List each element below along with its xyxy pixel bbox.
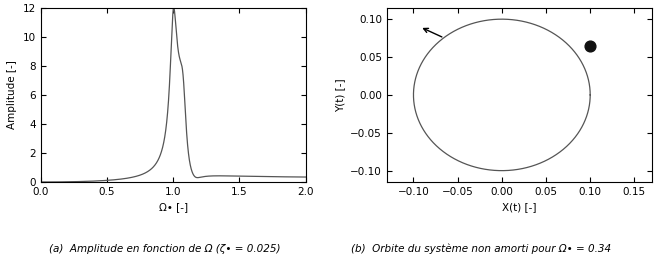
X-axis label: Ω• [-]: Ω• [-] bbox=[159, 203, 188, 212]
Y-axis label: Amplitude [-]: Amplitude [-] bbox=[7, 61, 17, 129]
X-axis label: X(t) [-]: X(t) [-] bbox=[502, 203, 537, 212]
Y-axis label: Y(t) [-]: Y(t) [-] bbox=[335, 78, 345, 112]
Point bbox=[585, 44, 596, 48]
Text: (b)  Orbite du système non amorti pour Ω• = 0.34: (b) Orbite du système non amorti pour Ω•… bbox=[351, 244, 611, 254]
Text: (a)  Amplitude en fonction de Ω (ζ• = 0.025): (a) Amplitude en fonction de Ω (ζ• = 0.0… bbox=[49, 244, 281, 254]
